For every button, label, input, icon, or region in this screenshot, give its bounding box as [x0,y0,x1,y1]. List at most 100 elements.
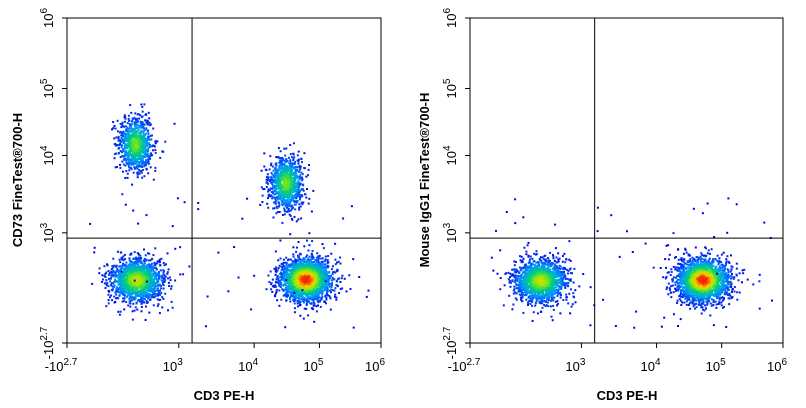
event-dot [278,284,281,287]
event-dot [145,268,148,271]
event-dot [289,285,292,288]
event-dot [288,200,291,203]
event-dot [146,273,149,275]
event-dot [162,270,165,272]
event-dot [124,153,127,156]
event-dot [120,140,123,143]
event-dot [289,153,292,156]
event-dot [134,141,137,144]
event-dot [287,278,290,281]
event-dot [294,176,297,179]
event-dot [157,292,160,295]
event-dot [121,284,124,287]
event-dot [294,258,297,261]
event-dot [282,275,285,278]
event-dot [134,130,137,133]
event-dot [130,111,133,114]
event-dot [127,304,130,307]
event-dot [138,140,141,143]
event-dot [146,152,149,155]
event-dot [143,294,146,297]
event-dot [115,296,118,299]
event-dot [142,127,145,130]
event-dot [117,139,120,142]
event-dot [303,296,306,299]
event-dot [312,279,315,282]
event-dot [331,289,334,292]
event-dot [284,188,287,191]
event-dot [147,130,150,133]
event-dot [162,298,165,300]
event-dot [159,289,161,292]
event-dot [294,203,297,206]
event-dot [127,117,130,120]
event-dot [153,287,156,290]
event-dot [143,103,146,106]
event-dot [304,292,307,295]
event-dot [147,137,150,139]
event-dot [320,278,322,281]
event-dot [131,266,134,269]
event-dot [325,296,328,299]
event-dot [289,176,292,178]
event-dot [304,193,307,196]
event-dot [127,286,130,289]
event-dot [292,177,295,180]
event-dot [325,302,327,305]
event-dot [131,155,133,158]
event-dot [115,264,118,267]
event-dot [134,296,137,299]
event-dot [297,218,300,221]
event-dot [281,172,284,175]
event-dot [287,285,290,288]
event-dot [131,133,134,135]
event-dot [276,269,279,272]
event-dot [287,181,290,184]
event-dot [115,280,118,283]
event-dot [124,288,127,291]
event-dot [142,285,145,288]
event-dot [129,302,132,305]
event-dot [299,167,302,170]
event-dot [301,176,303,179]
event-dot [286,176,289,179]
event-dot [128,264,130,267]
event-dot [147,274,150,277]
event-dot [284,288,287,291]
event-dot [143,143,145,146]
event-dot [139,130,142,133]
event-dot [122,163,125,166]
event-dot [314,290,317,292]
event-dot [121,193,124,196]
event-dot [131,160,133,163]
event-dot [295,285,297,288]
event-dot [291,164,294,167]
event-dot [148,139,151,141]
event-dot [148,117,151,120]
event-dot [315,310,318,313]
event-dot [296,277,299,280]
event-dot [116,166,118,168]
event-dot [147,147,150,149]
event-dot [126,143,129,146]
event-dot [144,142,147,145]
event-dot [155,272,158,275]
event-dot [300,179,303,182]
event-dot [120,146,123,149]
event-dot [313,270,316,273]
event-dot [104,287,107,289]
event-dot [145,168,148,171]
event-dot [349,288,352,290]
event-dot [147,142,150,145]
event-dot [147,158,150,161]
event-dot [281,170,284,173]
event-dot [149,152,152,155]
event-dot [132,291,135,294]
event-dot [104,282,107,285]
event-dot [113,295,116,298]
event-dot [126,122,129,125]
event-dot [153,261,156,264]
event-dot [156,140,159,143]
event-dot [127,277,130,280]
event-dot [309,297,312,300]
